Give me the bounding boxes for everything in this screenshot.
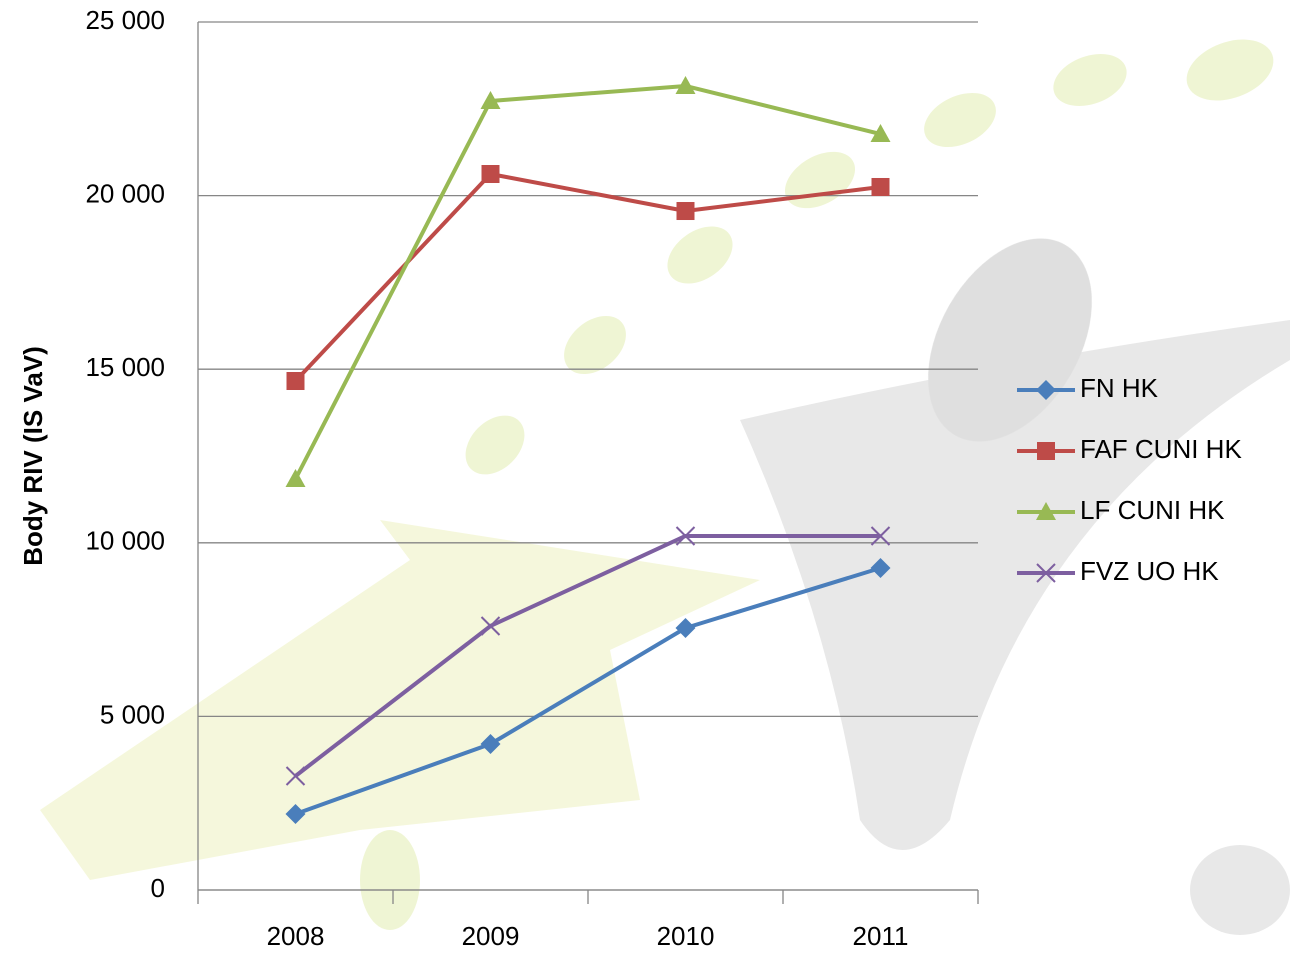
data-point — [285, 803, 306, 824]
data-point — [285, 766, 306, 786]
series-line — [294, 172, 881, 383]
x-tick-label: 2010 — [657, 921, 715, 951]
legend-label: FVZ UO HK — [1080, 556, 1219, 586]
legend-marker — [1036, 502, 1056, 520]
legend-marker — [1036, 380, 1056, 400]
y-tick-label: 20 000 — [85, 178, 165, 208]
y-axis-title: Body RIV (IS VaV) — [18, 346, 48, 566]
x-tick-label: 2011 — [853, 921, 909, 951]
series-line — [293, 83, 881, 480]
data-point — [480, 616, 501, 636]
data-point — [481, 165, 500, 184]
data-point — [480, 90, 501, 109]
data-point — [870, 124, 891, 143]
data-point — [286, 372, 305, 391]
y-tick-label: 10 000 — [85, 526, 165, 556]
data-point — [675, 618, 696, 639]
legend-marker — [1036, 563, 1056, 583]
y-tick-label: 25 000 — [85, 5, 165, 35]
legend-label: LF CUNI HK — [1080, 495, 1225, 525]
y-tick-label: 15 000 — [85, 352, 165, 382]
x-tick-label: 2008 — [267, 921, 325, 951]
data-point — [675, 526, 696, 546]
data-point — [676, 202, 695, 221]
data-point — [871, 177, 890, 196]
legend-label: FAF CUNI HK — [1080, 434, 1242, 464]
y-tick-label: 5 000 — [100, 699, 165, 729]
x-tick-label: 2009 — [462, 921, 520, 951]
background-decoration — [40, 39, 1290, 935]
data-point — [480, 734, 501, 755]
legend-marker — [1037, 442, 1055, 460]
data-point — [285, 469, 306, 488]
data-point — [675, 75, 696, 94]
data-point — [870, 526, 891, 546]
series-line — [294, 566, 882, 816]
series-line — [294, 533, 881, 778]
legend-label: FN HK — [1080, 373, 1159, 403]
y-tick-label: 0 — [151, 873, 165, 903]
data-point — [870, 558, 891, 579]
